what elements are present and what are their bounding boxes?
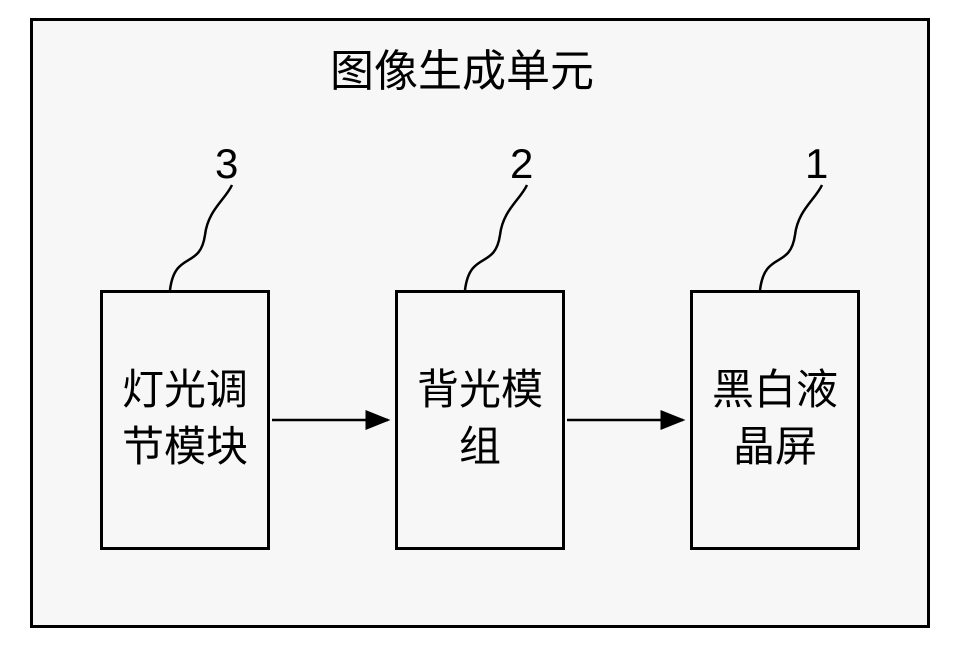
block-backlight-text: 背光模 组: [417, 363, 543, 476]
block-light-adjust-text: 灯光调 节模块: [122, 363, 248, 476]
label-number-2: 2: [510, 140, 533, 188]
label-number-1: 1: [805, 140, 828, 188]
block-lcd-text: 黑白液 晶屏: [712, 363, 838, 476]
label-number-3: 3: [215, 140, 238, 188]
block-light-adjust: 灯光调 节模块: [100, 290, 270, 550]
block-lcd: 黑白液 晶屏: [690, 290, 860, 550]
diagram-title: 图像生成单元: [330, 35, 594, 99]
block-backlight: 背光模 组: [395, 290, 565, 550]
